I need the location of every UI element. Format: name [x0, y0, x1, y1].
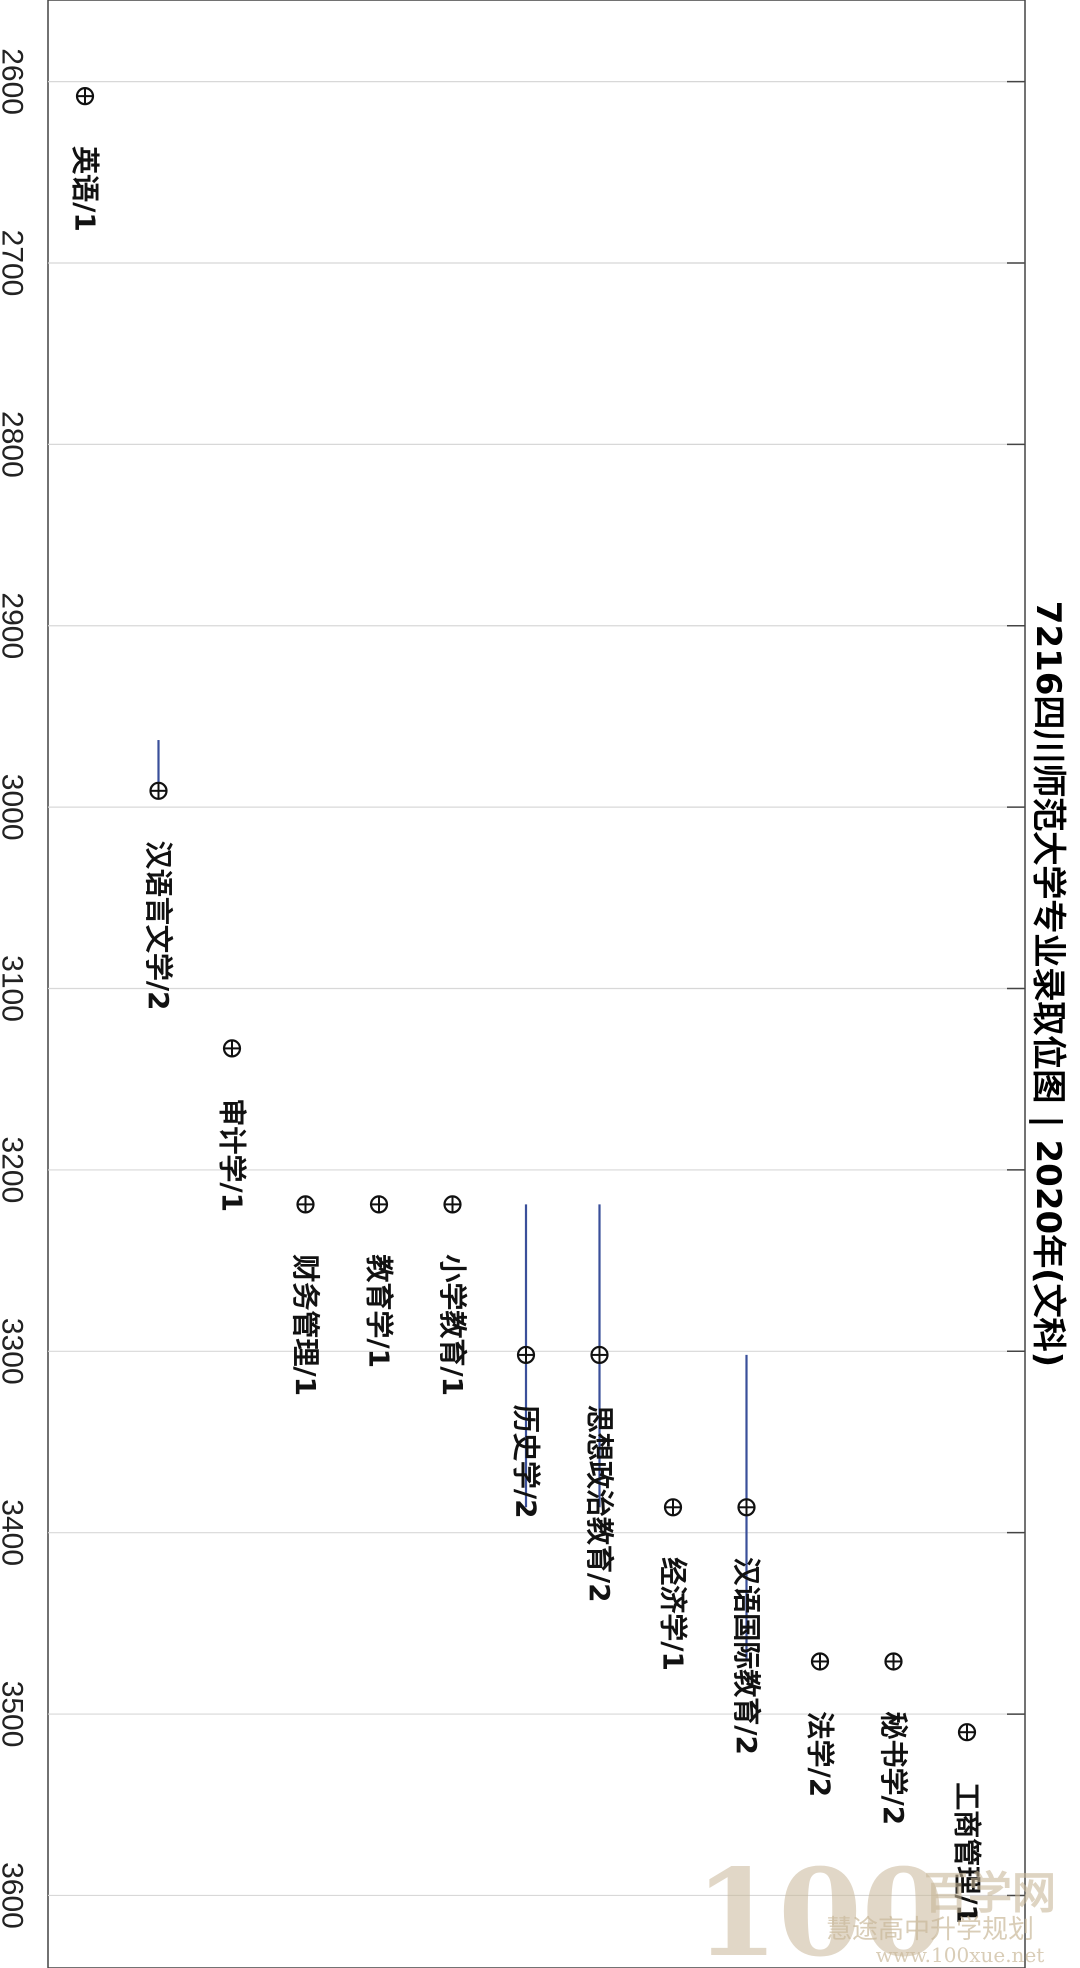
- chart-title: 7216四川师范大学专业录取位图 | 2020年(文科): [1028, 601, 1068, 1367]
- data-label: 教育学/1: [363, 1254, 396, 1368]
- data-label: 思想政治教育/2: [583, 1405, 616, 1603]
- watermark-brand: 百学网: [924, 1868, 1056, 1919]
- data-label: 秘书学/2: [877, 1711, 910, 1825]
- watermark-url: www.100xue.net: [876, 1943, 1045, 1967]
- tick-label: 2700: [0, 230, 29, 297]
- data-label: 审计学/1: [216, 1098, 249, 1212]
- data-label: 法学/2: [804, 1711, 837, 1797]
- tick-label: 3100: [0, 955, 29, 1022]
- tick-label: 2900: [0, 592, 29, 659]
- tick-label: 3200: [0, 1137, 29, 1204]
- data-label: 英语/1: [69, 146, 102, 232]
- tick-label: 3400: [0, 1499, 29, 1566]
- data-label: 汉语国际教育/2: [730, 1557, 763, 1755]
- watermark-logo: 100: [695, 1843, 946, 1968]
- watermark-slogan: 慧途高中升学规划: [826, 1915, 1034, 1945]
- data-label: 工商管理/1: [951, 1782, 984, 1924]
- tick-label: 3500: [0, 1681, 29, 1748]
- data-label: 小学教育/1: [436, 1254, 469, 1396]
- tick-label: 3600: [0, 1862, 29, 1929]
- data-label: 经济学/1: [657, 1557, 690, 1671]
- tick-label: 3000: [0, 774, 29, 841]
- tick-label: 3300: [0, 1318, 29, 1385]
- plot-frame: [47, 0, 1026, 1968]
- tick-label: 2600: [0, 48, 29, 115]
- data-label: 汉语言文学/2: [142, 841, 175, 1011]
- data-label: 财务管理/1: [289, 1254, 322, 1396]
- data-label: 历史学/2: [510, 1405, 543, 1519]
- tick-label: 2800: [0, 411, 29, 478]
